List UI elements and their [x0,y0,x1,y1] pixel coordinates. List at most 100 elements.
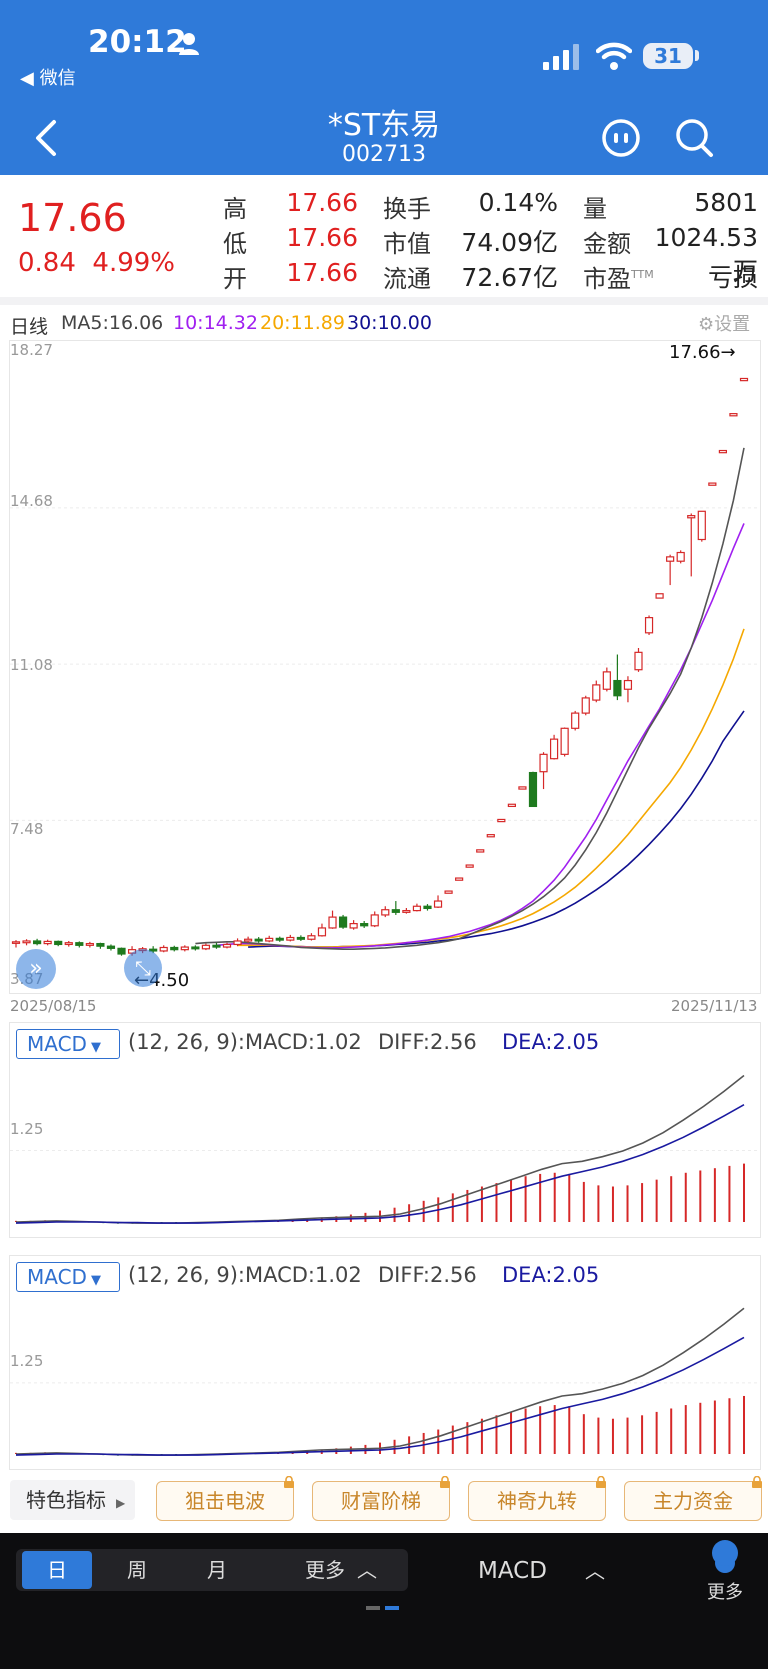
indicator-switcher[interactable]: MACD ︿ [470,1553,640,1589]
stat-value-high: 17.66 [286,188,358,217]
stat-label-pe-ttm: TTM [631,268,654,281]
lock-icon [596,1476,606,1488]
settings-button[interactable]: ⚙设置 [698,310,750,336]
ma30-label: 30:10.00 [347,312,432,334]
play-icon: ▶ [116,1496,126,1510]
candle-up [85,942,94,946]
feature-label: 特色指标 [26,1488,106,1512]
period-week-tab[interactable]: 周 [127,1558,147,1582]
macd-selector-1[interactable]: MACD ▼ [16,1029,120,1059]
y-tick-2: 14.68 [10,492,53,510]
back-to-app-link[interactable]: ◀ 微信 [20,68,76,89]
candle-down [360,923,369,927]
zoom-button[interactable]: ⤡ [124,949,162,987]
candle-up [444,890,453,894]
settings-label: 设置 [714,314,751,335]
candle-up [560,727,569,755]
candle-up [644,617,654,634]
more-menu-button[interactable]: 更多 [700,1540,750,1610]
ma5-label: MA5:16.06 [61,312,164,334]
candle-up [222,943,232,948]
search-icon[interactable] [674,116,716,160]
candle-down [33,940,42,945]
candle-up [739,377,749,382]
candle-up [539,753,548,773]
stat-label-open: 开 [223,265,247,293]
candle-up [43,940,52,945]
stat-label-low: 低 [223,230,247,258]
candle-up [602,671,611,690]
candle-down [75,942,84,946]
back-arrow-icon[interactable] [30,118,60,158]
page-indicator-active [385,1606,399,1610]
feature-tab-sniper[interactable]: 狙击电波 [156,1476,294,1521]
stat-label-market-cap: 市值 [383,230,431,258]
candle-up [581,697,590,714]
more-label: 更多 [707,1582,743,1603]
candle-up [307,935,316,940]
candle-up [433,900,443,908]
candle-up [518,786,527,790]
candle-up [623,679,633,690]
divider [0,297,768,305]
chevron-up-icon: ︿ [357,1558,377,1582]
dea-line [15,1336,745,1456]
feature-tab-label: 主力资金 [653,1489,733,1513]
last-price-marker: 17.66→ [669,342,736,363]
status-time: 20:12 [88,24,187,60]
candle-up [412,905,422,912]
period-month-tab[interactable]: 月 [207,1558,227,1582]
macd-dea-1: DEA:2.05 [502,1030,600,1054]
feature-tab-label: 财富阶梯 [341,1489,421,1513]
battery-icon: 31 [643,43,693,69]
candle-up [22,940,31,944]
candle-up [180,946,189,951]
ma5-line [195,447,745,951]
stock-title: *ST东易 [327,108,441,143]
candle-down [106,945,116,949]
macd-panel-1 [9,1022,761,1238]
feature-tab-label: 狙击电波 [185,1489,265,1513]
battery-tip [695,50,699,61]
gear-icon: ⚙ [698,314,715,335]
macd-tick-1: 1.25 [10,1120,44,1138]
candle-down [254,938,263,942]
chevron-up-icon: ︿ [584,1559,605,1583]
macd-selector-2[interactable]: MACD ▼ [16,1262,120,1292]
period-day-tab[interactable]: 日 [22,1551,92,1589]
y-tick-top: 18.27 [10,341,53,359]
candle-up [370,914,379,927]
candle-up [571,712,580,729]
battery-level: 31 [654,44,682,68]
ma10-line [216,523,745,949]
macd-dea-2: DEA:2.05 [502,1263,600,1287]
chat-robot-icon[interactable] [601,118,641,158]
candle-up [233,940,242,946]
stat-value-open: 17.66 [286,258,358,287]
stat-value-low: 17.66 [286,223,358,252]
current-price: 17.66 [18,196,127,240]
period-more-tab[interactable]: 更多 ︿ [286,1551,396,1589]
period-more-label: 更多 [305,1558,345,1582]
candle-up [729,413,738,417]
stat-value-volume: 5801 [694,188,758,217]
feature-tab-capital[interactable]: 主力资金 [624,1476,762,1521]
feature-label-button[interactable]: 特色指标 ▶ [10,1480,135,1520]
scroll-left-button[interactable]: » [16,949,56,989]
ma20-line [237,628,745,948]
dropdown-icon: ▼ [90,1040,101,1055]
candle-up [476,849,485,853]
macd-params-2: (12, 26, 9):MACD:1.02 [128,1263,362,1287]
candle-up [708,482,717,486]
kline-chart[interactable] [9,340,761,994]
feature-tab-wealth[interactable]: 财富阶梯 [312,1476,450,1521]
page-indicator [366,1606,380,1610]
y-tick-4: 7.48 [10,820,44,838]
dropdown-icon: ▼ [90,1273,101,1288]
more-avatar-icon [712,1540,738,1566]
person-icon [179,33,199,55]
ma30-line [248,710,745,948]
feature-tab-nine[interactable]: 神奇九转 [468,1476,606,1521]
candle-up [159,946,168,952]
